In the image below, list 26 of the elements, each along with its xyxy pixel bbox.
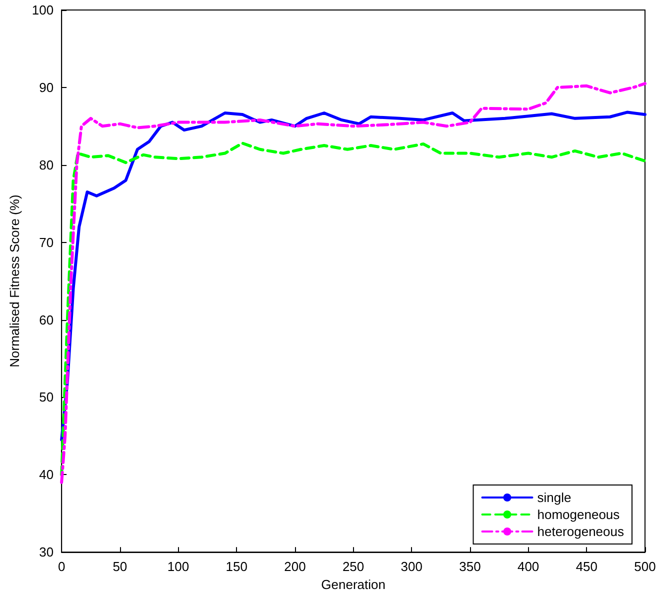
y-tick-label: 40 <box>39 467 54 482</box>
x-axis-title: Generation <box>321 577 386 592</box>
x-tick-label: 100 <box>167 559 190 574</box>
y-tick-label: 100 <box>32 2 54 18</box>
y-tick-label: 60 <box>39 312 54 328</box>
x-tick-label: 500 <box>634 559 656 574</box>
legend-label: homogeneous <box>537 507 620 522</box>
x-tick-label: 400 <box>517 559 540 574</box>
x-tick-label: 0 <box>58 559 66 574</box>
x-tick-label: 150 <box>226 559 248 574</box>
x-tick-label: 200 <box>284 559 306 574</box>
y-tick-label: 80 <box>39 157 54 172</box>
x-tick-label: 450 <box>576 559 598 574</box>
legend-label: single <box>537 490 572 505</box>
y-tick-label: 70 <box>39 234 54 250</box>
y-tick-label: 50 <box>39 390 54 405</box>
y-tick-label: 90 <box>39 80 54 95</box>
x-tick-label: 300 <box>400 559 422 574</box>
x-tick-label: 250 <box>342 559 364 574</box>
y-axis-title: Normalised Fitness Score (%) <box>7 194 22 368</box>
line-series <box>60 82 646 484</box>
x-tick-label: 350 <box>459 559 481 574</box>
x-tick-label: 50 <box>112 559 128 574</box>
y-tick-label: 30 <box>39 544 54 560</box>
legend-label: heterogeneous <box>537 524 624 539</box>
line-series <box>60 142 646 476</box>
